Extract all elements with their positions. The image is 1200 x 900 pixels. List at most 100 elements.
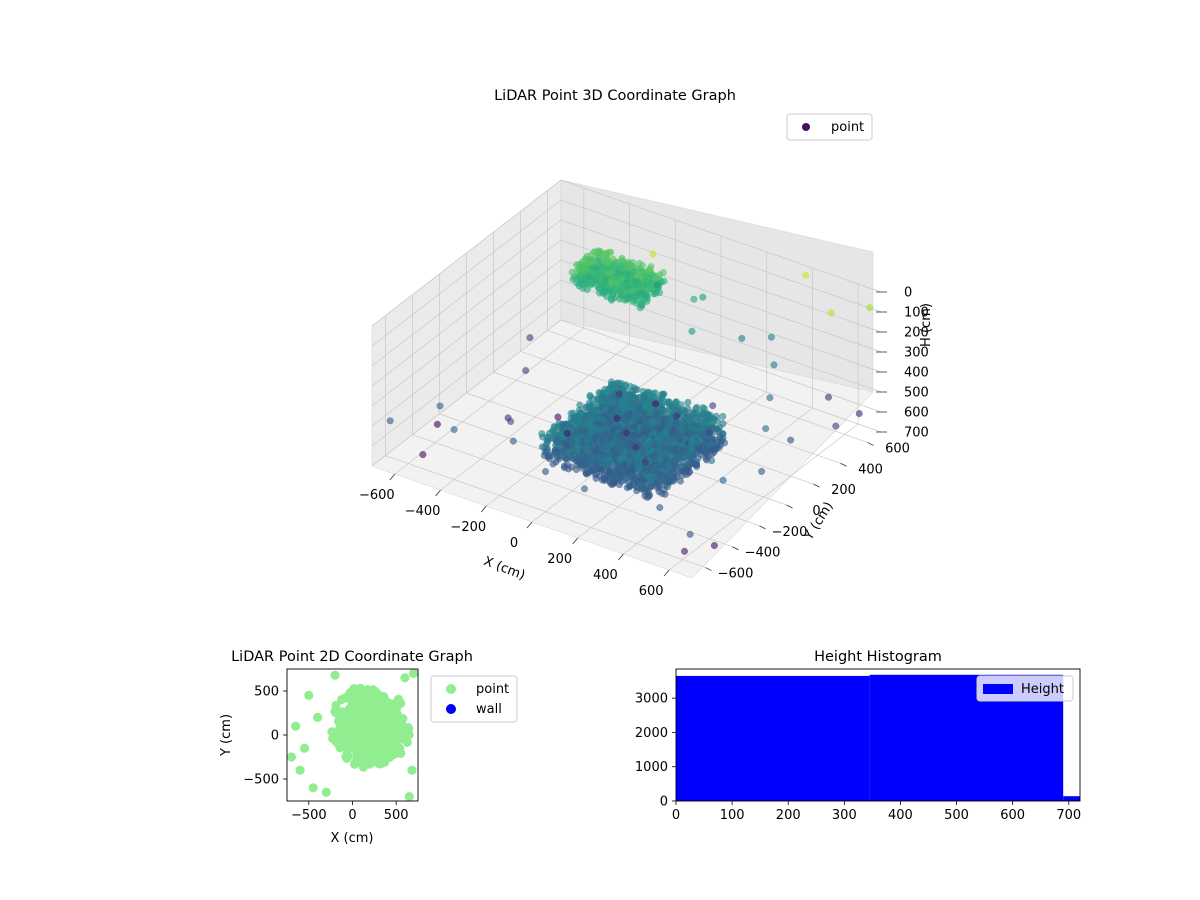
chart-3d-point [580, 485, 589, 493]
chart-3d-point [572, 444, 580, 452]
chart-2d-point [291, 721, 301, 731]
chart-2d-point [384, 730, 395, 740]
chart-2d-point [328, 733, 338, 743]
chart-3d-point [559, 420, 567, 428]
chart-3d-point [608, 410, 616, 418]
chart-3d-point [572, 466, 580, 474]
chart-2d-point [330, 670, 340, 680]
chart-3d-point [623, 294, 631, 302]
histogram-x-tick-label: 400 [888, 808, 913, 823]
chart-3d-x-tick [435, 489, 441, 497]
chart-3d-point [436, 402, 444, 410]
chart-3d-point [629, 435, 637, 443]
chart-3d-point [550, 450, 558, 458]
chart-3d-point [770, 361, 778, 369]
chart-3d-point [575, 266, 583, 274]
chart-3d-point [664, 424, 672, 432]
chart-3d-point [604, 385, 612, 394]
chart-3d-point [659, 268, 667, 277]
chart-3d-y-tick [732, 546, 739, 551]
chart-3d-point [642, 272, 650, 280]
chart-3d-point [566, 423, 574, 431]
chart-3d-point [642, 419, 650, 428]
histogram-y-tick-label: 2000 [635, 726, 668, 741]
chart-2d-point [355, 683, 365, 693]
chart-3d-point [649, 250, 657, 258]
chart-3d-point [623, 403, 631, 411]
chart-3d-point [667, 452, 675, 460]
histogram-x-tick-label: 500 [944, 808, 969, 823]
chart-3d-point [710, 436, 718, 444]
chart-3d-x-tick-label: −400 [405, 504, 441, 519]
chart-3d-point [694, 445, 702, 453]
chart-3d-point [589, 411, 597, 419]
chart-2d-point [404, 724, 414, 734]
chart-3d-point [604, 433, 612, 441]
chart-3d-y-tick-label: 600 [885, 441, 910, 456]
chart-2d-points [287, 669, 418, 801]
chart-3d-point [593, 399, 602, 407]
chart-3d-title: LiDAR Point 3D Coordinate Graph [494, 88, 736, 104]
chart-2d-point [368, 738, 378, 748]
chart-2d-legend-label-point: point [476, 682, 509, 697]
chart-3d-point [824, 393, 833, 401]
chart-3d-point [607, 248, 615, 256]
histogram-legend-label: Height [1021, 682, 1064, 697]
chart-3d-point [580, 458, 588, 466]
chart-3d-point [787, 436, 795, 444]
chart-2d-point [331, 700, 341, 711]
chart-3d-point [710, 541, 718, 550]
chart-3d-point [709, 425, 717, 433]
chart-3d-z-tick-label: 200 [904, 326, 929, 341]
chart-3d-gridline-z-back [560, 299, 882, 413]
chart-3d-y-tick-label: −400 [745, 546, 781, 561]
chart-3d-point [716, 423, 724, 431]
chart-3d-point [587, 251, 595, 259]
chart-2d-legend: point wall [430, 675, 518, 723]
chart-3d-gridline-z-left [371, 299, 562, 447]
chart-3d-point [705, 441, 713, 449]
chart-3d-point [602, 423, 610, 432]
chart-2d: LiDAR Point 2D Coordinate Graph −500 0 500… [219, 649, 518, 846]
chart-3d-y-tick [840, 462, 847, 467]
chart-3d-point [600, 416, 608, 424]
chart-2d-point [404, 792, 414, 801]
chart-3d-point [738, 334, 746, 342]
chart-3d-point [608, 397, 616, 405]
histogram-y-tick-label: 1000 [635, 760, 668, 775]
chart-3d-x-tick [618, 553, 624, 561]
chart-3d-point [671, 446, 679, 454]
histogram-legend: Height [976, 675, 1074, 702]
histogram-legend-swatch [983, 684, 1013, 694]
chart-2d-point [351, 699, 361, 709]
chart-3d-point [652, 400, 660, 408]
chart-3d-point [855, 409, 863, 418]
chart-3d-point [601, 394, 609, 402]
chart-3d-x-tick-label: 0 [510, 536, 518, 551]
chart-2d-point [345, 734, 355, 744]
chart-2d-point [361, 695, 371, 705]
chart-3d-z-tick-label: 400 [904, 366, 929, 381]
chart-3d-gridline-z-back [560, 199, 882, 313]
chart-2d-point [287, 752, 296, 762]
chart-3d-z-tick-label: 300 [904, 346, 929, 361]
chart-3d-point [593, 419, 602, 427]
chart-3d-point [603, 269, 611, 277]
chart-3d-point [583, 285, 591, 294]
chart-3d-point [616, 455, 624, 463]
chart-3d-point [640, 434, 648, 442]
chart-3d-point [655, 476, 663, 485]
chart-3d-point [680, 547, 689, 555]
chart-3d-point [577, 421, 585, 429]
chart-2d-y-tick-label: 0 [271, 729, 279, 744]
chart-3d-point [644, 426, 652, 434]
chart-2d-point [379, 749, 389, 759]
histogram-legend-frame [976, 675, 1074, 702]
chart-3d-point [648, 395, 656, 403]
chart-3d-point [573, 435, 581, 443]
chart-3d-point [655, 487, 663, 496]
chart-2d-point [334, 716, 344, 726]
chart-3d-point [767, 333, 775, 341]
chart-3d-point [670, 456, 678, 464]
chart-3d-point [712, 445, 720, 454]
